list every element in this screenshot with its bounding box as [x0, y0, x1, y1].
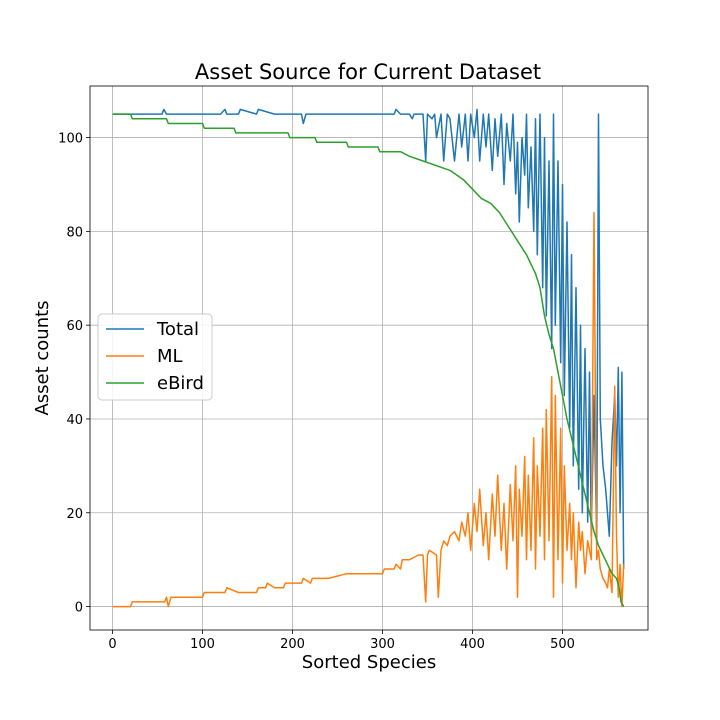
x-tick-label: 500 [550, 637, 575, 652]
series-line-total [112, 108, 625, 570]
x-tick-label: 400 [460, 637, 485, 652]
legend: Total ML eBird [97, 313, 213, 401]
y-tick-label: 40 [66, 413, 83, 428]
x-tick-label: 200 [280, 637, 305, 652]
plot-frame [89, 85, 649, 631]
y-tick-label: 0 [75, 601, 83, 616]
x-tick-label: 100 [190, 637, 215, 652]
series-line-ml [112, 211, 625, 608]
y-tick-label: 20 [66, 507, 83, 522]
y-tick-label: 100 [58, 132, 83, 147]
series-line-ebird [112, 113, 625, 607]
x-axis-label: Sorted Species [302, 652, 436, 673]
x-tick-label: 0 [108, 637, 116, 652]
y-axis-label: Asset counts [32, 300, 53, 415]
x-tick-label: 300 [370, 637, 395, 652]
ticks: 0 100 200 300 400 500 0 20 40 60 80 100 [58, 132, 575, 652]
legend-box [97, 313, 213, 401]
chart-title: Asset Source for Current Dataset [195, 60, 541, 84]
y-tick-label: 80 [66, 225, 83, 240]
legend-label-ebird: eBird [157, 373, 204, 394]
series-layer [112, 108, 625, 608]
legend-label-ml: ML [157, 346, 183, 367]
y-tick-label: 60 [66, 319, 83, 334]
legend-label-total: Total [156, 319, 199, 340]
